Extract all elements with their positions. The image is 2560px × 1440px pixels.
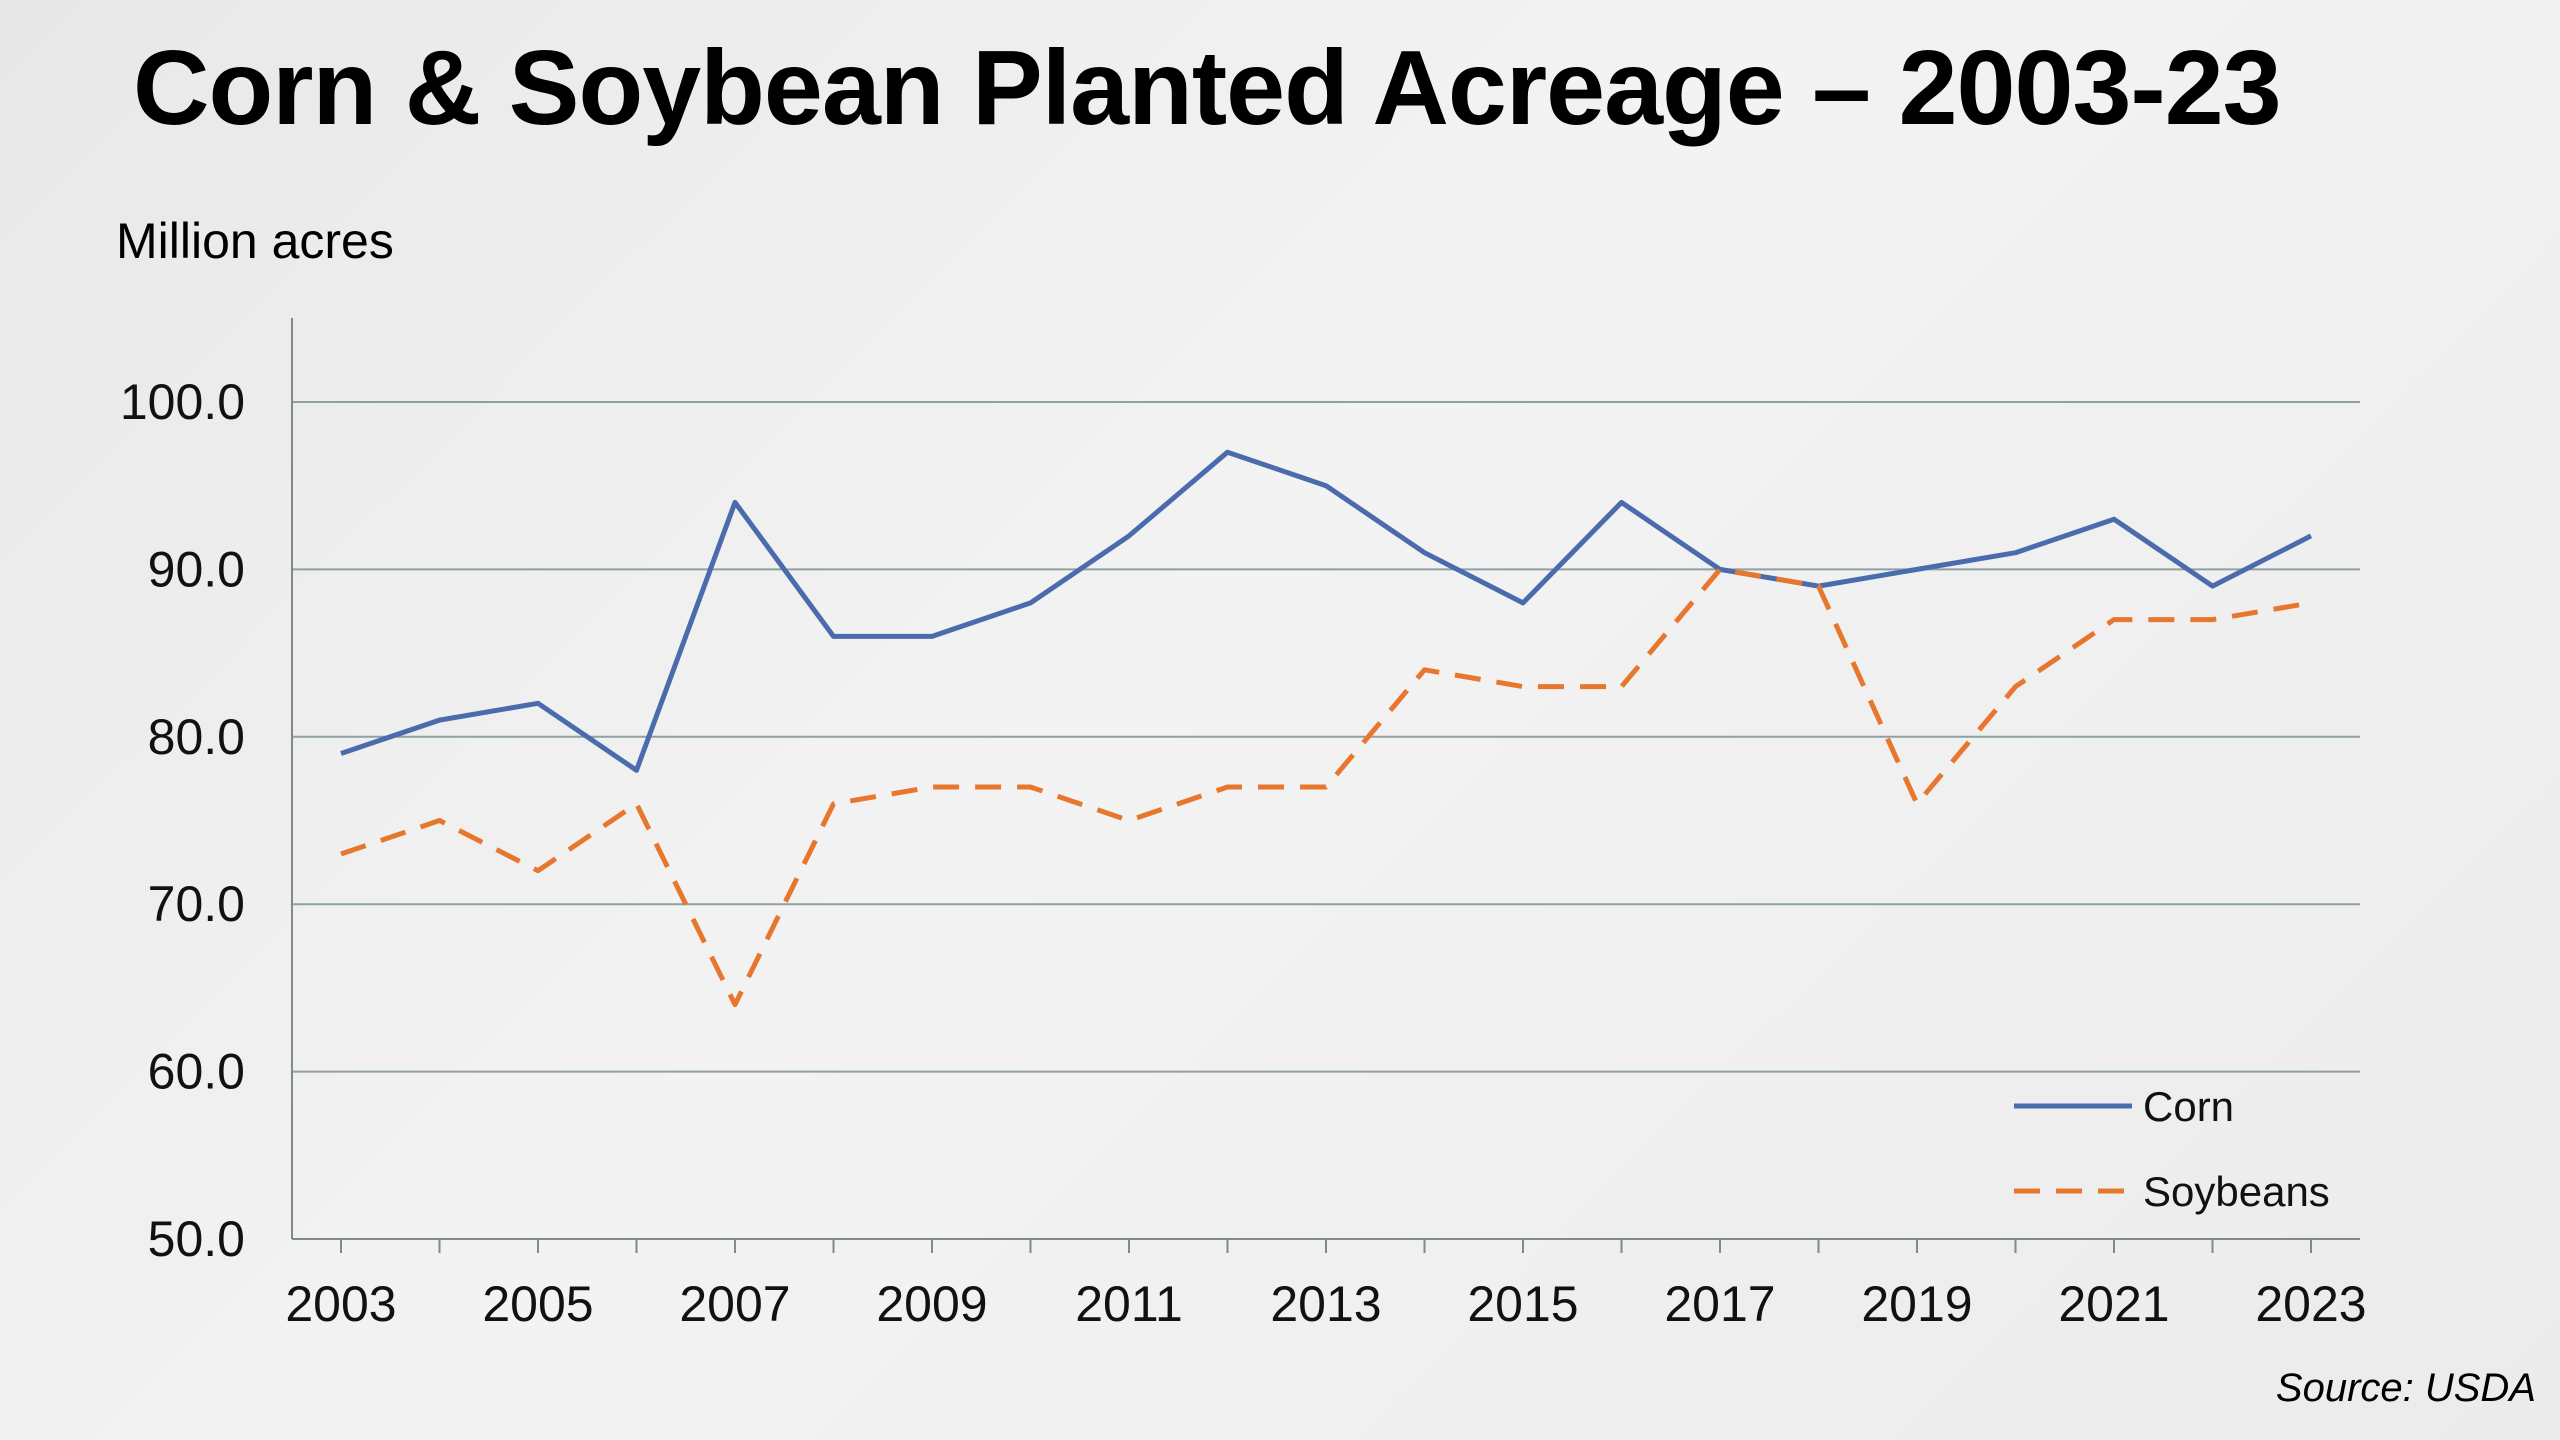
axes xyxy=(291,318,2360,1253)
y-tick-label: 60.0 xyxy=(148,1044,245,1100)
y-tick-label: 50.0 xyxy=(148,1211,245,1267)
x-tick-label: 2009 xyxy=(876,1276,987,1332)
x-tick-labels: 2003 2005 2007 2009 2011 2013 2015 2017 2019 2021… xyxy=(285,1276,2366,1332)
y-axis-label: Million acres xyxy=(116,213,394,269)
series-line-soybeans xyxy=(340,566,2312,1008)
legend: Corn Soybeans xyxy=(2014,1083,2330,1215)
source-note: Source: USDA xyxy=(2275,1366,2536,1410)
y-tick-label: 90.0 xyxy=(148,541,245,597)
x-tick-label: 2021 xyxy=(2058,1276,2169,1332)
y-tick-label: 100.0 xyxy=(120,374,245,430)
y-tick-label: 70.0 xyxy=(148,876,245,932)
x-tick-label: 2015 xyxy=(1467,1276,1578,1332)
legend-label-soybeans: Soybeans xyxy=(2143,1168,2330,1215)
series-lines xyxy=(340,449,2313,1008)
y-tick-labels: 100.0 90.0 80.0 70.0 60.0 50.0 xyxy=(120,374,245,1267)
x-tick-label: 2007 xyxy=(679,1276,790,1332)
x-tick-label: 2017 xyxy=(1664,1276,1775,1332)
grid-lines xyxy=(292,401,2360,1073)
legend-label-corn: Corn xyxy=(2143,1083,2234,1130)
x-tick-label: 2023 xyxy=(2255,1276,2366,1332)
series-line-corn xyxy=(340,449,2313,773)
x-tick-label: 2013 xyxy=(1270,1276,1381,1332)
x-tick-label: 2011 xyxy=(1075,1276,1183,1332)
x-tick-label: 2005 xyxy=(482,1276,593,1332)
x-tick-label: 2019 xyxy=(1861,1276,1972,1332)
y-tick-label: 80.0 xyxy=(148,709,245,765)
x-tick-label: 2003 xyxy=(285,1276,396,1332)
chart-title: Corn & Soybean Planted Acreage – 2003-23 xyxy=(133,29,2282,147)
